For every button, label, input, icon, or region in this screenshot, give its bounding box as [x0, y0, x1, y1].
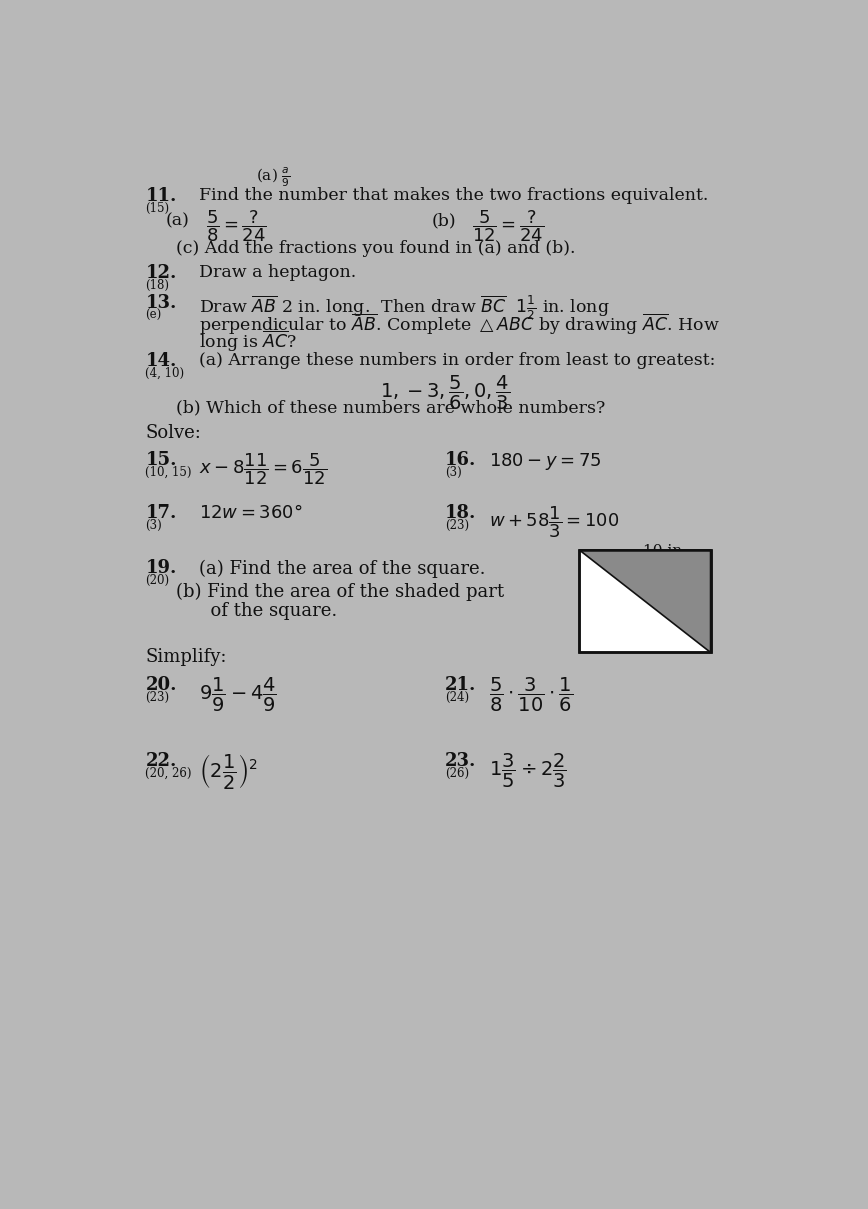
Text: $\left(2\dfrac{1}{2}\right)^{2}$: $\left(2\dfrac{1}{2}\right)^{2}$	[200, 752, 258, 791]
Text: (3): (3)	[146, 520, 162, 532]
Text: (b): (b)	[431, 212, 456, 230]
Text: $w + 58\dfrac{1}{3} = 100$: $w + 58\dfrac{1}{3} = 100$	[489, 504, 619, 540]
Text: (e): (e)	[146, 310, 161, 322]
Text: (23): (23)	[445, 520, 469, 532]
Text: 10 in.: 10 in.	[643, 544, 687, 559]
Text: (c) Add the fractions you found in (a) and (b).: (c) Add the fractions you found in (a) a…	[175, 241, 575, 258]
Text: (a) Find the area of the square.: (a) Find the area of the square.	[200, 560, 486, 578]
Text: 13.: 13.	[146, 294, 177, 312]
Text: $x - 8\dfrac{11}{12} = 6\dfrac{5}{12}$: $x - 8\dfrac{11}{12} = 6\dfrac{5}{12}$	[200, 451, 327, 487]
Text: of the square.: of the square.	[175, 602, 337, 620]
Text: $\dfrac{5}{12} = \dfrac{?}{24}$: $\dfrac{5}{12} = \dfrac{?}{24}$	[472, 208, 544, 244]
Bar	[580, 550, 711, 653]
Text: 16.: 16.	[445, 451, 477, 469]
Text: Solve:: Solve:	[146, 424, 201, 442]
Text: $\dfrac{5}{8} \cdot \dfrac{3}{10} \cdot \dfrac{1}{6}$: $\dfrac{5}{8} \cdot \dfrac{3}{10} \cdot …	[489, 676, 573, 713]
Text: 21.: 21.	[445, 676, 477, 694]
Text: (26): (26)	[445, 767, 469, 780]
Text: 18.: 18.	[445, 504, 477, 522]
Bar	[580, 550, 711, 653]
Text: Simplify:: Simplify:	[146, 648, 227, 666]
Text: (b) Find the area of the shaded part: (b) Find the area of the shaded part	[175, 583, 504, 601]
Text: (b) Which of these numbers are whole numbers?: (b) Which of these numbers are whole num…	[175, 399, 605, 416]
Text: 14.: 14.	[146, 352, 177, 370]
Text: (a): (a)	[166, 212, 189, 230]
Text: (15): (15)	[146, 202, 169, 215]
Text: (a) $\frac{a}{9}$: (a) $\frac{a}{9}$	[257, 166, 291, 189]
Text: $9\dfrac{1}{9} - 4\dfrac{4}{9}$: $9\dfrac{1}{9} - 4\dfrac{4}{9}$	[200, 676, 277, 713]
Text: (10, 15): (10, 15)	[146, 467, 192, 479]
Text: $\dfrac{5}{8} = \dfrac{?}{24}$: $\dfrac{5}{8} = \dfrac{?}{24}$	[206, 208, 266, 244]
Text: 11.: 11.	[146, 187, 177, 206]
Text: $12w = 360°$: $12w = 360°$	[200, 504, 303, 522]
Text: 15.: 15.	[146, 451, 177, 469]
Text: (23): (23)	[146, 690, 169, 704]
Text: (a) Arrange these numbers in order from least to greatest:: (a) Arrange these numbers in order from …	[200, 352, 716, 369]
Text: 19.: 19.	[146, 560, 177, 578]
Text: Draw $\overline{AB}$ 2 in. long.  Then draw $\overline{BC}$  $1\frac{1}{2}$ in. : Draw $\overline{AB}$ 2 in. long. Then dr…	[200, 294, 610, 323]
Text: $1, -3, \dfrac{5}{6}, 0, \dfrac{4}{3}$: $1, -3, \dfrac{5}{6}, 0, \dfrac{4}{3}$	[379, 374, 510, 412]
Text: (18): (18)	[146, 279, 169, 293]
Text: long is $\overline{AC}$?: long is $\overline{AC}$?	[200, 329, 298, 354]
Text: (20): (20)	[146, 574, 169, 588]
Text: 20.: 20.	[146, 676, 177, 694]
Text: perpendicular to $\overline{AB}$. Complete $\triangle ABC$ by drawing $\overline: perpendicular to $\overline{AB}$. Comple…	[200, 312, 720, 337]
Text: 22.: 22.	[146, 752, 177, 770]
Text: Draw a heptagon.: Draw a heptagon.	[200, 265, 357, 282]
Text: (3): (3)	[445, 467, 462, 479]
Text: 23.: 23.	[445, 752, 477, 770]
Text: Find the number that makes the two fractions equivalent.: Find the number that makes the two fract…	[200, 187, 708, 204]
Text: (4, 10): (4, 10)	[146, 366, 185, 380]
Text: (20, 26): (20, 26)	[146, 767, 192, 780]
Polygon shape	[580, 550, 711, 653]
Text: $180 - y = 75$: $180 - y = 75$	[489, 451, 602, 473]
Text: (24): (24)	[445, 690, 469, 704]
Text: 12.: 12.	[146, 265, 177, 282]
Text: $1\dfrac{3}{5} \div 2\dfrac{2}{3}$: $1\dfrac{3}{5} \div 2\dfrac{2}{3}$	[489, 752, 567, 791]
Text: 17.: 17.	[146, 504, 177, 522]
